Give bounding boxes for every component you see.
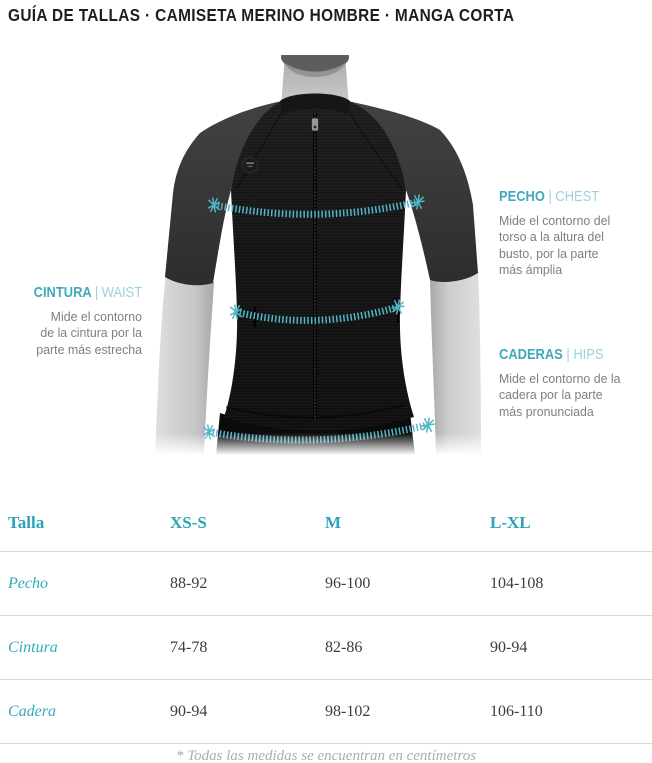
row-label: Cadera xyxy=(8,702,56,720)
photo-bottom-fade xyxy=(152,433,492,455)
annotation-chest-description: Mide el contorno del torso a la altura d… xyxy=(499,213,611,277)
left-forearm xyxy=(155,273,214,455)
row-value: 88-92 xyxy=(170,574,208,592)
left-sleeve xyxy=(165,101,282,286)
zipper xyxy=(311,113,319,421)
right-sleeve xyxy=(348,101,478,282)
row-value: 90-94 xyxy=(490,638,528,656)
jersey-photo-illustration xyxy=(152,42,492,455)
annotation-chest-title: PECHO | CHEST xyxy=(499,188,600,205)
size-table-header-row: Talla XS-S M L-XL xyxy=(0,495,652,552)
annotation-hips: CADERAS | HIPS Mide el contorno de la ca… xyxy=(499,346,651,420)
row-value: 74-78 xyxy=(170,638,208,656)
column-header-m: M xyxy=(325,513,342,532)
annotation-chest: PECHO | CHEST Mide el contorno del torso… xyxy=(499,188,645,278)
chest-logo xyxy=(242,157,258,173)
table-footnote: * Todas las medidas se encuentran en cen… xyxy=(175,748,477,763)
size-table: Talla XS-S M L-XL Pecho 88-92 96-100 104… xyxy=(0,495,652,763)
row-label: Pecho xyxy=(8,574,48,592)
annotation-hips-description: Mide el contorno de la cadera por la par… xyxy=(499,371,621,419)
table-row-cintura: Cintura 74-78 82-86 90-94 xyxy=(0,616,652,680)
column-header-xs-s: XS-S xyxy=(170,513,207,532)
waist-measure-line xyxy=(235,303,399,324)
row-label: Cintura xyxy=(8,638,58,656)
annotation-hips-title: CADERAS | HIPS xyxy=(499,346,604,363)
chest-measure-line xyxy=(213,198,419,218)
row-value: 90-94 xyxy=(170,702,208,720)
collar xyxy=(280,93,350,115)
right-forearm xyxy=(430,267,481,455)
annotation-waist-description: Mide el contorno de la cintura por la pa… xyxy=(36,309,142,357)
annotation-waist-title: CINTURA | WAIST xyxy=(33,284,142,301)
table-row-cadera: Cadera 90-94 98-102 106-110 xyxy=(0,680,652,744)
page-title: GUÍA DE TALLAS · CAMISETA MERINO HOMBRE … xyxy=(8,5,515,25)
table-row-pecho: Pecho 88-92 96-100 104-108 xyxy=(0,552,652,616)
row-value: 98-102 xyxy=(325,702,371,720)
row-value: 82-86 xyxy=(325,638,363,656)
column-header-talla: Talla xyxy=(8,513,45,532)
row-value: 96-100 xyxy=(325,574,371,592)
annotation-waist: CINTURA | WAIST Mide el contorno de la c… xyxy=(0,284,142,358)
row-value: 106-110 xyxy=(490,702,543,720)
row-value: 104-108 xyxy=(490,574,544,592)
size-guide-figure xyxy=(152,42,492,455)
column-header-l-xl: L-XL xyxy=(490,513,531,532)
